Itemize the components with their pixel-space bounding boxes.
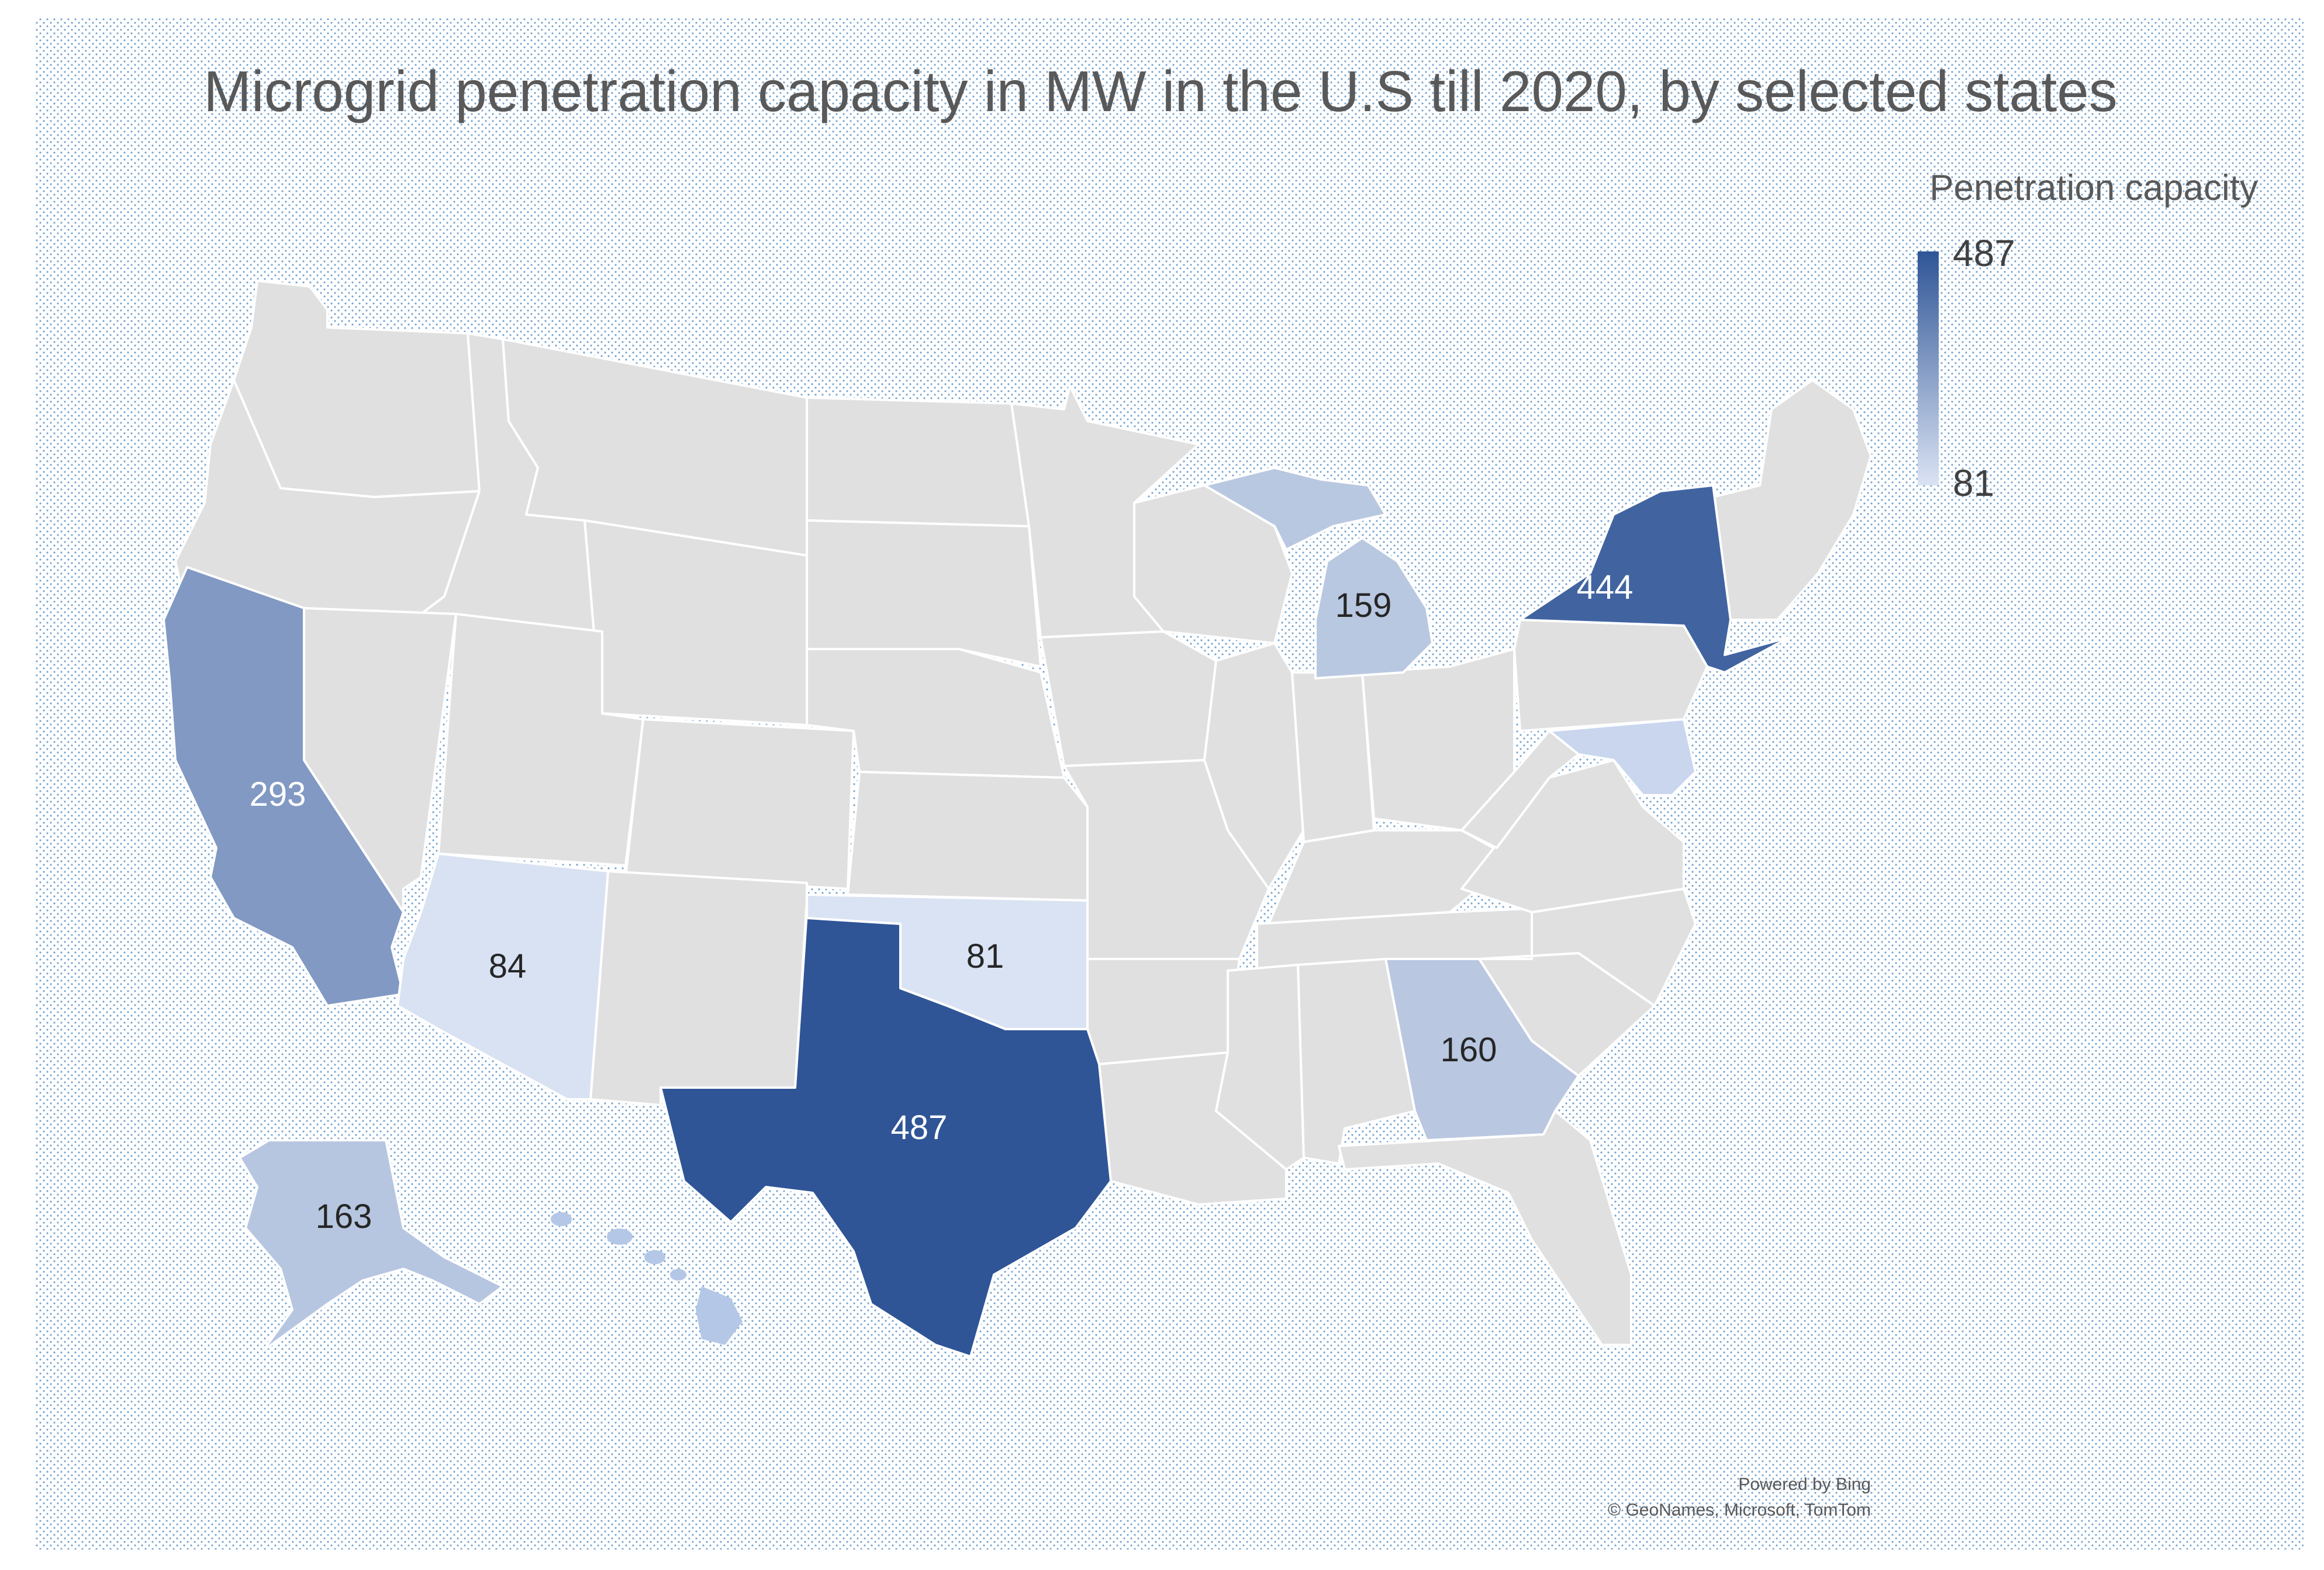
data-states (163, 467, 1790, 1358)
legend: Penetration capacity 487 81 (1918, 168, 2258, 504)
label-new-york: 444 (1577, 568, 1634, 606)
state-arizona (396, 853, 609, 1100)
state-oklahoma (806, 893, 1089, 1030)
state-north-carolina (1478, 888, 1697, 1007)
label-oklahoma: 81 (966, 937, 1004, 975)
legend-title: Penetration capacity (1929, 168, 2258, 208)
state-new-york (1519, 484, 1790, 674)
us-mainland (174, 280, 1872, 1346)
state-arkansas (1086, 958, 1241, 1065)
state-hawaii (551, 1212, 743, 1345)
state-georgia (1384, 958, 1580, 1141)
state-pennsylvania (1513, 619, 1708, 732)
legend-min: 81 (1953, 462, 1994, 504)
legend-gradient-bar (1918, 251, 1939, 485)
label-california: 293 (250, 775, 306, 813)
state-wyoming (583, 519, 808, 726)
state-illinois (1203, 642, 1305, 890)
state-colorado (624, 718, 855, 890)
map-credits: Powered by Bing © GeoNames, Microsoft, T… (1608, 1475, 1871, 1520)
state-new-mexico (589, 870, 808, 1106)
value-labels: 293 84 81 487 159 444 160 163 (250, 568, 1634, 1236)
credit-sources: © GeoNames, Microsoft, TomTom (1608, 1500, 1871, 1520)
label-georgia: 160 (1441, 1031, 1497, 1069)
state-michigan (1203, 467, 1434, 679)
label-michigan: 159 (1335, 586, 1392, 624)
credit-powered-by: Powered by Bing (1738, 1475, 1871, 1494)
chart-title: Microgrid penetration capacity in MW in … (203, 59, 2118, 123)
legend-max: 487 (1953, 232, 2015, 274)
state-alaska (239, 1139, 504, 1352)
label-texas: 487 (891, 1109, 948, 1147)
state-california (163, 566, 405, 1007)
state-north-dakota (806, 396, 1030, 527)
state-virginia (1460, 759, 1685, 913)
state-maryland-region (1548, 718, 1697, 796)
state-south-dakota (806, 519, 1042, 668)
label-arizona: 84 (489, 947, 527, 985)
state-indiana (1291, 671, 1375, 843)
label-alaska: 163 (316, 1198, 372, 1236)
state-kansas (847, 771, 1089, 902)
state-iowa (1040, 630, 1217, 767)
